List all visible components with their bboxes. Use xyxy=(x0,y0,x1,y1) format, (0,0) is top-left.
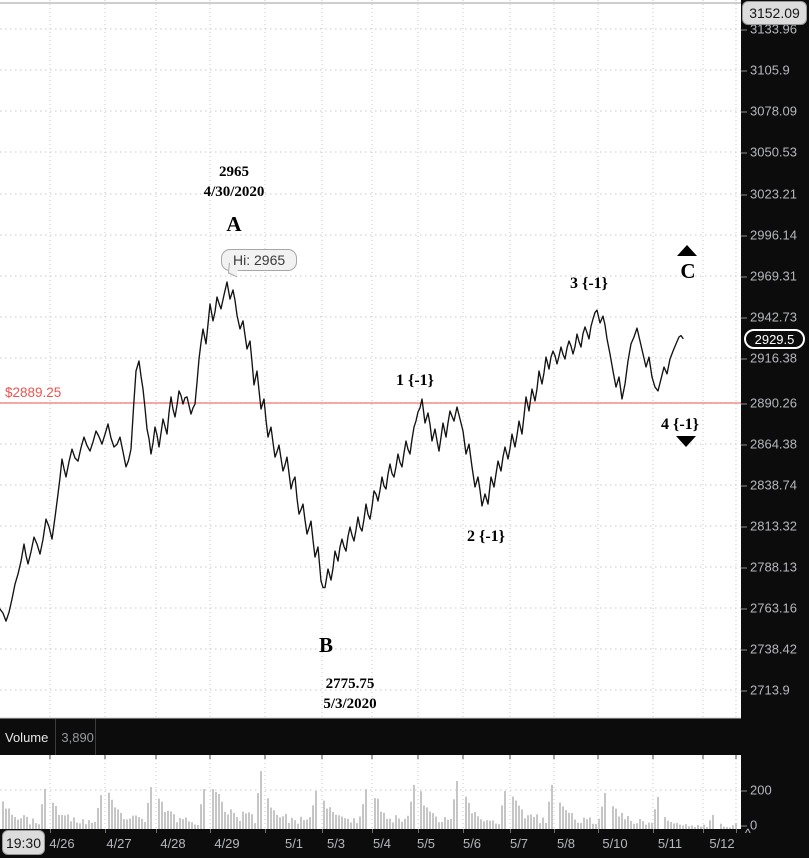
time-axis-tick xyxy=(372,829,373,833)
price-axis-label: 3133.96 xyxy=(741,21,797,37)
time-axis-label: 5/4 xyxy=(372,836,392,851)
price-axis-label: 200 xyxy=(741,782,772,798)
price-axis-label: 2838.74 xyxy=(741,477,797,493)
wave-a-label[interactable]: A xyxy=(226,212,242,236)
price-axis-label: 2813.32 xyxy=(741,518,797,534)
time-axis-label: 5/3 xyxy=(326,836,346,851)
time-axis-tick xyxy=(703,829,704,833)
time-axis-label: 5/1 xyxy=(284,836,304,851)
chevron-up-icon[interactable]: ^ xyxy=(745,826,751,840)
time-axis-label: 5/11 xyxy=(657,836,683,851)
wave-c-label[interactable]: C xyxy=(680,259,696,283)
time-axis-tick xyxy=(463,829,464,833)
time-axis-label: 4/27 xyxy=(106,836,132,851)
volume-title: Volume xyxy=(5,729,49,745)
price-line xyxy=(0,281,684,622)
price-chart-svg xyxy=(0,0,741,717)
time-axis-label: 5/8 xyxy=(556,836,576,851)
price-axis-label: 3050.53 xyxy=(741,144,797,160)
time-axis-tick xyxy=(554,829,555,833)
volume-pane[interactable] xyxy=(0,755,741,829)
time-axis-tick xyxy=(418,829,419,833)
time-axis-tick xyxy=(322,829,323,833)
time-axis-tick xyxy=(598,829,599,833)
time-axis-label: 5/6 xyxy=(462,836,482,851)
price-axis-label: 2738.42 xyxy=(741,641,797,657)
wave-1-label[interactable]: 1 {-1} xyxy=(396,372,434,389)
volume-value: 3,890 xyxy=(55,719,97,755)
volume-bars xyxy=(2,771,737,829)
time-axis-label: 5/10 xyxy=(602,836,628,851)
price-axis-label: 3105.9 xyxy=(741,62,790,78)
price-axis-label: 2763.16 xyxy=(741,600,797,616)
time-axis-tick xyxy=(50,829,51,833)
down-arrow-marker[interactable] xyxy=(676,436,696,447)
volume-chart-svg xyxy=(0,755,741,829)
time-axis-label: 5/5 xyxy=(416,836,436,851)
price-axis-label: 2890.26 xyxy=(741,395,797,411)
last-price-label: 2929.5 xyxy=(744,329,805,349)
wave-2-label[interactable]: 2 {-1} xyxy=(467,528,505,545)
high-tooltip[interactable]: Hi: 2965 xyxy=(221,249,298,271)
price-axis-label: 3078.09 xyxy=(741,103,797,119)
time-axis-tick xyxy=(510,829,511,833)
wave-b-label[interactable]: B xyxy=(318,633,334,657)
price-pane[interactable] xyxy=(0,0,741,717)
time-axis-label: 4/29 xyxy=(214,836,240,851)
price-axis-label: 2942.73 xyxy=(741,309,797,325)
price-axis-panel[interactable]: 3133.96 3105.9 3078.09 3050.53 3023.21 2996.1… xyxy=(740,0,809,858)
annotations-layer: $2889.25 Hi: 2965 2965 4/30/2020 A B 2775.75… xyxy=(0,0,741,717)
time-axis-tick xyxy=(105,829,106,833)
price-axis-label: 2916.38 xyxy=(741,350,797,366)
price-axis-label: 0 xyxy=(740,817,758,833)
time-axis-label: 5/7 xyxy=(509,836,529,851)
wave-4-label[interactable]: 4 {-1} xyxy=(661,416,699,433)
time-axis-label: 4/26 xyxy=(49,836,75,851)
time-axis-tick xyxy=(736,829,737,833)
pane-separator[interactable] xyxy=(0,717,741,718)
time-axis-panel[interactable]: 4/26 4/27 4/28 4/29 5/1 5/3 5/4 5/5 5/6 5/7 5/8 5/1… xyxy=(0,829,741,858)
level-price-label[interactable]: $2889.25 xyxy=(5,385,62,400)
peak-price-note[interactable]: 2965 4/30/2020 xyxy=(203,164,265,200)
time-axis-tick xyxy=(156,829,157,833)
price-axis-label: 2864.38 xyxy=(741,436,797,452)
volume-header-bar: Volume 3,890 xyxy=(0,718,741,755)
price-axis-label: 2788.13 xyxy=(741,559,797,575)
crosshair-price-label: 3152.09 xyxy=(742,1,807,25)
trough-price-note[interactable]: 2775.75 5/3/2020 xyxy=(323,676,377,712)
time-axis-tick xyxy=(210,829,211,833)
wave-3-label[interactable]: 3 {-1} xyxy=(570,275,608,292)
crosshair-time-label: 19:30 xyxy=(2,830,45,855)
price-axis-label: 2713.9 xyxy=(741,682,790,698)
time-axis-label: 4/28 xyxy=(160,836,186,851)
price-axis-label: 3023.21 xyxy=(741,186,797,202)
time-axis-tick xyxy=(265,829,266,833)
up-arrow-marker[interactable] xyxy=(677,245,697,256)
price-axis-label: 2969.31 xyxy=(741,268,797,284)
price-axis-label: 2996.14 xyxy=(741,227,797,243)
time-axis-tick xyxy=(653,829,654,833)
time-axis-label: 5/12 xyxy=(709,836,735,851)
